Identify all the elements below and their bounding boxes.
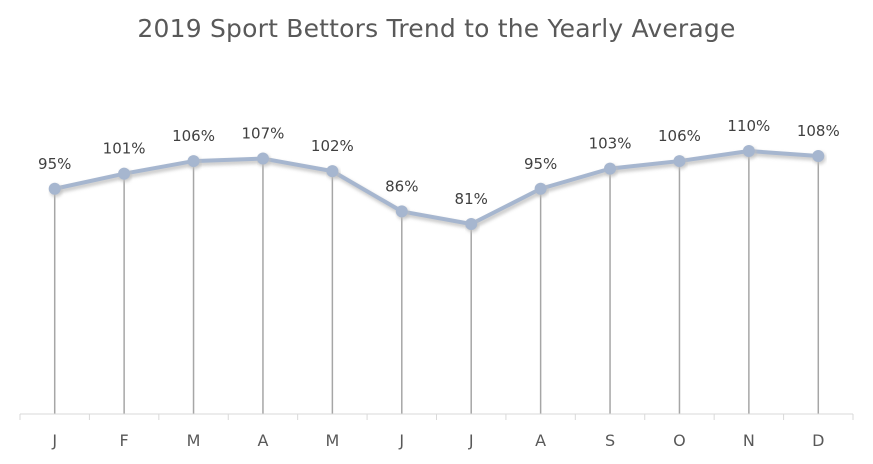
series-line-shadow — [53, 151, 823, 229]
x-tick-label: J — [51, 431, 57, 450]
data-label: 110% — [727, 117, 770, 135]
data-label: 95% — [524, 155, 557, 173]
data-point — [326, 165, 339, 178]
data-point — [187, 155, 200, 168]
data-labels: 95% 101% 106% 107% 102% 86% 81% 95% 103% 106% 110%… — [38, 117, 840, 208]
data-label: 95% — [38, 155, 71, 173]
data-label: 101% — [103, 140, 146, 158]
data-point — [118, 167, 131, 180]
x-tick-label: M — [325, 431, 339, 450]
x-tick-label: D — [812, 431, 824, 450]
x-tick-label: N — [743, 431, 755, 450]
x-tick-label: O — [673, 431, 686, 450]
x-tick-label: A — [535, 431, 546, 450]
x-tick-label: J — [468, 431, 474, 450]
data-label: 86% — [385, 177, 418, 195]
data-point — [742, 145, 755, 157]
data-point — [48, 182, 61, 195]
chart-title: 2019 Sport Bettors Trend to the Yearly A… — [137, 14, 736, 43]
data-point — [465, 218, 478, 230]
data-point — [673, 155, 686, 168]
data-point — [604, 162, 617, 175]
data-label: 81% — [455, 190, 488, 208]
x-tick-label: S — [605, 431, 615, 450]
data-label: 108% — [797, 122, 840, 140]
x-tick-label: F — [120, 431, 129, 450]
data-label: 107% — [242, 125, 285, 143]
x-tick-label: A — [257, 431, 268, 450]
data-point — [395, 205, 408, 218]
x-tick-label: J — [398, 431, 404, 450]
data-label: 102% — [311, 137, 354, 155]
data-point — [256, 152, 269, 165]
data-point — [534, 182, 547, 195]
data-label: 103% — [589, 135, 632, 153]
drop-lines — [53, 151, 820, 414]
x-tick-label: M — [187, 431, 201, 450]
series-layer — [48, 145, 826, 233]
data-point — [812, 150, 825, 163]
data-label: 106% — [658, 127, 701, 145]
series-line — [52, 149, 821, 226]
data-label: 106% — [172, 127, 215, 145]
